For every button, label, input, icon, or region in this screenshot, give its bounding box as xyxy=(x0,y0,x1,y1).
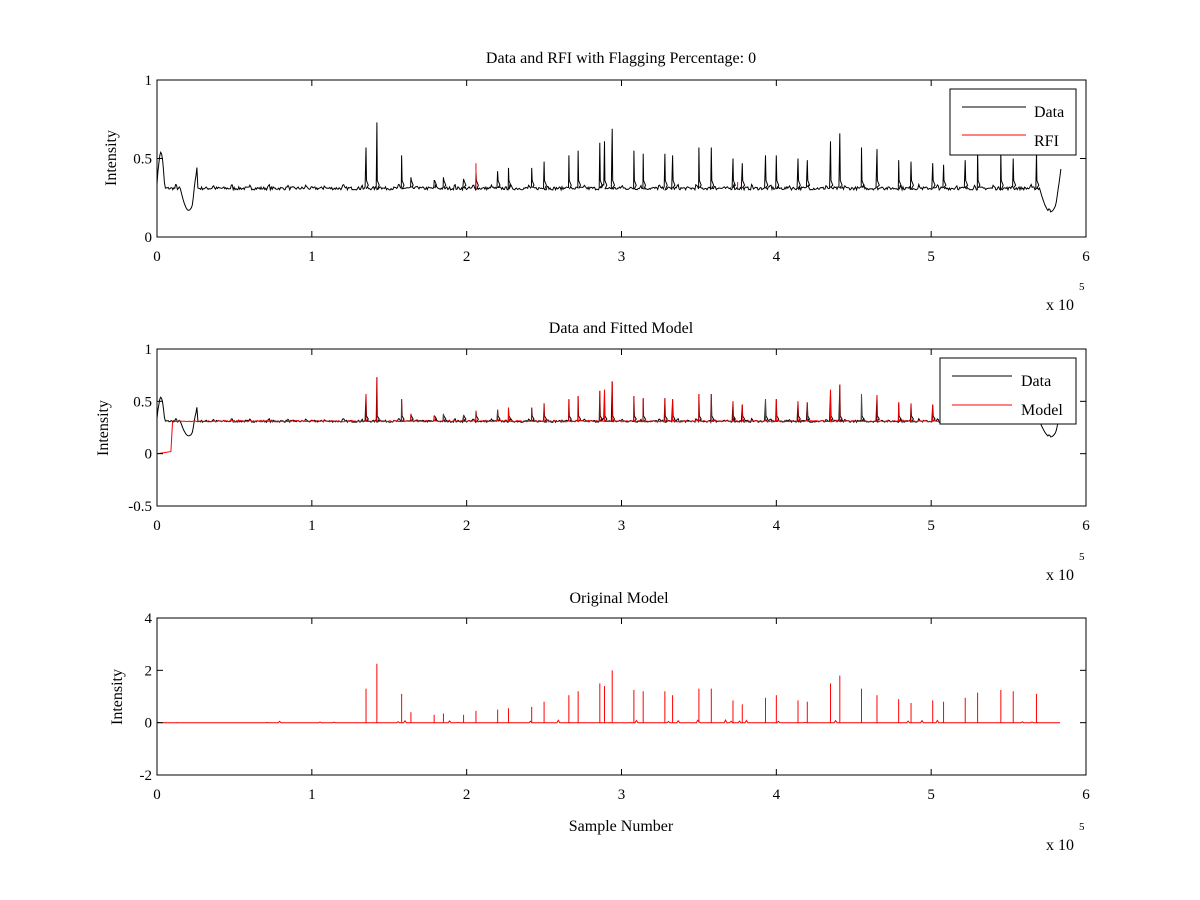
y-tick-label: -0.5 xyxy=(128,499,152,515)
x-tick-label: 0 xyxy=(153,518,161,534)
y-tick-label: 0 xyxy=(145,230,153,246)
y-tick-label: 4 xyxy=(145,611,153,627)
x-tick-label: 2 xyxy=(463,787,471,803)
x-tick-label: 6 xyxy=(1082,249,1090,265)
x-tick-label: 2 xyxy=(463,249,471,265)
model-series-line xyxy=(156,419,1061,455)
x-tick-label: 5 xyxy=(927,249,935,265)
panel-1-ticks: 0 1 2 3 4 5 6 0 0.5 1 xyxy=(133,73,1090,265)
y-tick-label: 0.5 xyxy=(133,152,152,168)
panel-3-plot-area xyxy=(156,663,1060,724)
panel-1-x-multiplier: x 10 xyxy=(1046,297,1074,314)
panel-2-ticks: 0 1 2 3 4 5 6-0.500.51 xyxy=(128,342,1090,534)
panel-1-legend: Data RFI xyxy=(949,88,1077,156)
panel-2-legend-label-model: Model xyxy=(1021,402,1063,419)
y-tick-label: 0 xyxy=(145,716,153,732)
x-tick-label: 3 xyxy=(618,787,626,803)
y-tick-label: 1 xyxy=(145,342,153,358)
y-tick-label: -2 xyxy=(140,768,153,784)
x-tick-label: 4 xyxy=(773,787,781,803)
panel-2-x-multiplier: x 10 xyxy=(1046,567,1074,584)
y-tick-label: 0 xyxy=(145,447,153,463)
panel-1-legend-label-data: Data xyxy=(1034,104,1064,121)
panel-2-legend-label-data: Data xyxy=(1021,373,1051,390)
panel-2-legend-box xyxy=(939,357,1077,425)
panel-2-legend: Data Model xyxy=(939,357,1077,425)
panel-2-plot-area xyxy=(156,377,1062,455)
panel-3-ylabel: Intensity xyxy=(109,669,126,725)
panel-1-legend-label-rfi: RFI xyxy=(1034,133,1059,150)
panel-2-ylabel: Intensity xyxy=(95,400,112,456)
panel-1: Data and RFI with Flagging Percentage: 0… xyxy=(103,50,1090,314)
x-tick-label: 6 xyxy=(1082,787,1090,803)
panel-1-axes-box xyxy=(156,79,1087,238)
panel-2-x-multiplier-exp: 5 xyxy=(1079,551,1085,563)
x-tick-label: 1 xyxy=(308,518,316,534)
panel-3-xlabel: Sample Number xyxy=(569,818,674,835)
data-series-line xyxy=(156,122,1062,213)
x-tick-label: 4 xyxy=(773,518,781,534)
x-tick-label: 1 xyxy=(308,787,316,803)
x-tick-label: 3 xyxy=(618,518,626,534)
y-tick-label: 0.5 xyxy=(133,394,152,410)
x-tick-label: 5 xyxy=(927,787,935,803)
original-model-baseline xyxy=(156,719,1060,724)
panel-1-x-multiplier-exp: 5 xyxy=(1079,281,1085,293)
panel-1-ylabel: Intensity xyxy=(103,130,120,186)
panel-3-title: Original Model xyxy=(569,590,669,607)
x-tick-label: 0 xyxy=(153,787,161,803)
x-tick-label: 3 xyxy=(618,249,626,265)
x-tick-label: 0 xyxy=(153,249,161,265)
panel-1-plot-area xyxy=(156,122,1062,213)
x-tick-label: 4 xyxy=(773,249,781,265)
x-tick-label: 5 xyxy=(927,518,935,534)
x-tick-label: 6 xyxy=(1082,518,1090,534)
y-tick-label: 1 xyxy=(145,73,153,89)
x-tick-label: 2 xyxy=(463,518,471,534)
panel-2: Data and Fitted Model 0 1 2 3 4 5 6-0.500.51 I… xyxy=(95,320,1090,584)
x-tick-label: 1 xyxy=(308,249,316,265)
panel-1-title: Data and RFI with Flagging Percentage: 0 xyxy=(486,50,756,67)
panel-3-x-multiplier: x 10 xyxy=(1046,837,1074,854)
panel-1-legend-box xyxy=(949,88,1077,156)
y-tick-label: 2 xyxy=(145,663,153,679)
panel-3-axes-box xyxy=(156,617,1087,776)
panel-3-x-multiplier-exp: 5 xyxy=(1079,821,1085,833)
panel-2-title: Data and Fitted Model xyxy=(549,320,694,337)
